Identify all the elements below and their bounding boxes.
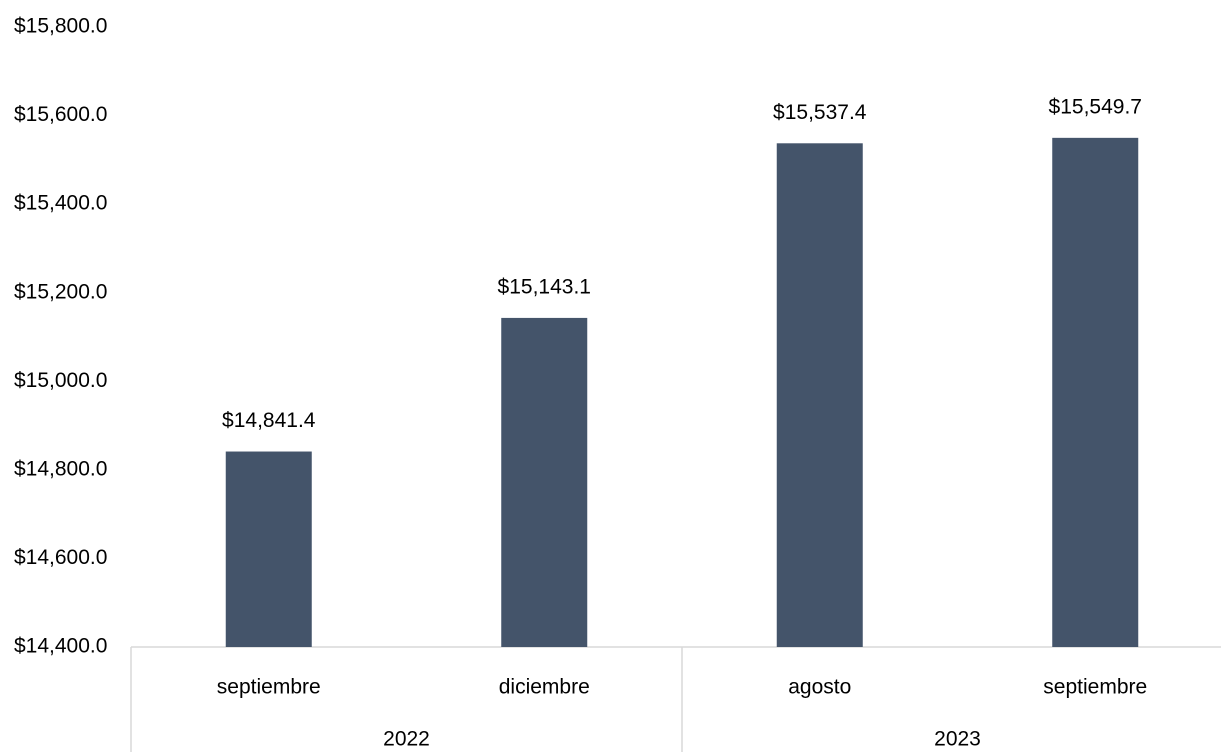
bar [776, 143, 863, 647]
y-tick-label: $15,000.0 [14, 369, 107, 392]
value-label: $14,841.4 [222, 409, 316, 432]
group-label: 2023 [934, 728, 981, 751]
group-label: 2022 [383, 728, 430, 751]
y-tick-label: $15,400.0 [14, 192, 107, 215]
y-tick-label: $14,600.0 [14, 546, 107, 569]
y-tick-label: $14,800.0 [14, 457, 107, 480]
y-tick-label: $15,200.0 [14, 280, 107, 303]
x-tick-label: septiembre [217, 676, 321, 699]
x-tick-label: septiembre [1043, 676, 1147, 699]
x-tick-label: agosto [788, 676, 851, 699]
value-label: $15,537.4 [773, 101, 867, 124]
bar [1052, 137, 1139, 647]
value-label: $15,549.7 [1049, 95, 1142, 118]
bar [225, 451, 312, 647]
x-tick-label: diciembre [499, 676, 590, 699]
value-label: $15,143.1 [498, 275, 591, 298]
y-tick-label: $15,800.0 [14, 15, 107, 38]
y-tick-label: $14,400.0 [14, 635, 107, 658]
y-tick-label: $15,600.0 [14, 103, 107, 126]
bar [501, 317, 588, 647]
